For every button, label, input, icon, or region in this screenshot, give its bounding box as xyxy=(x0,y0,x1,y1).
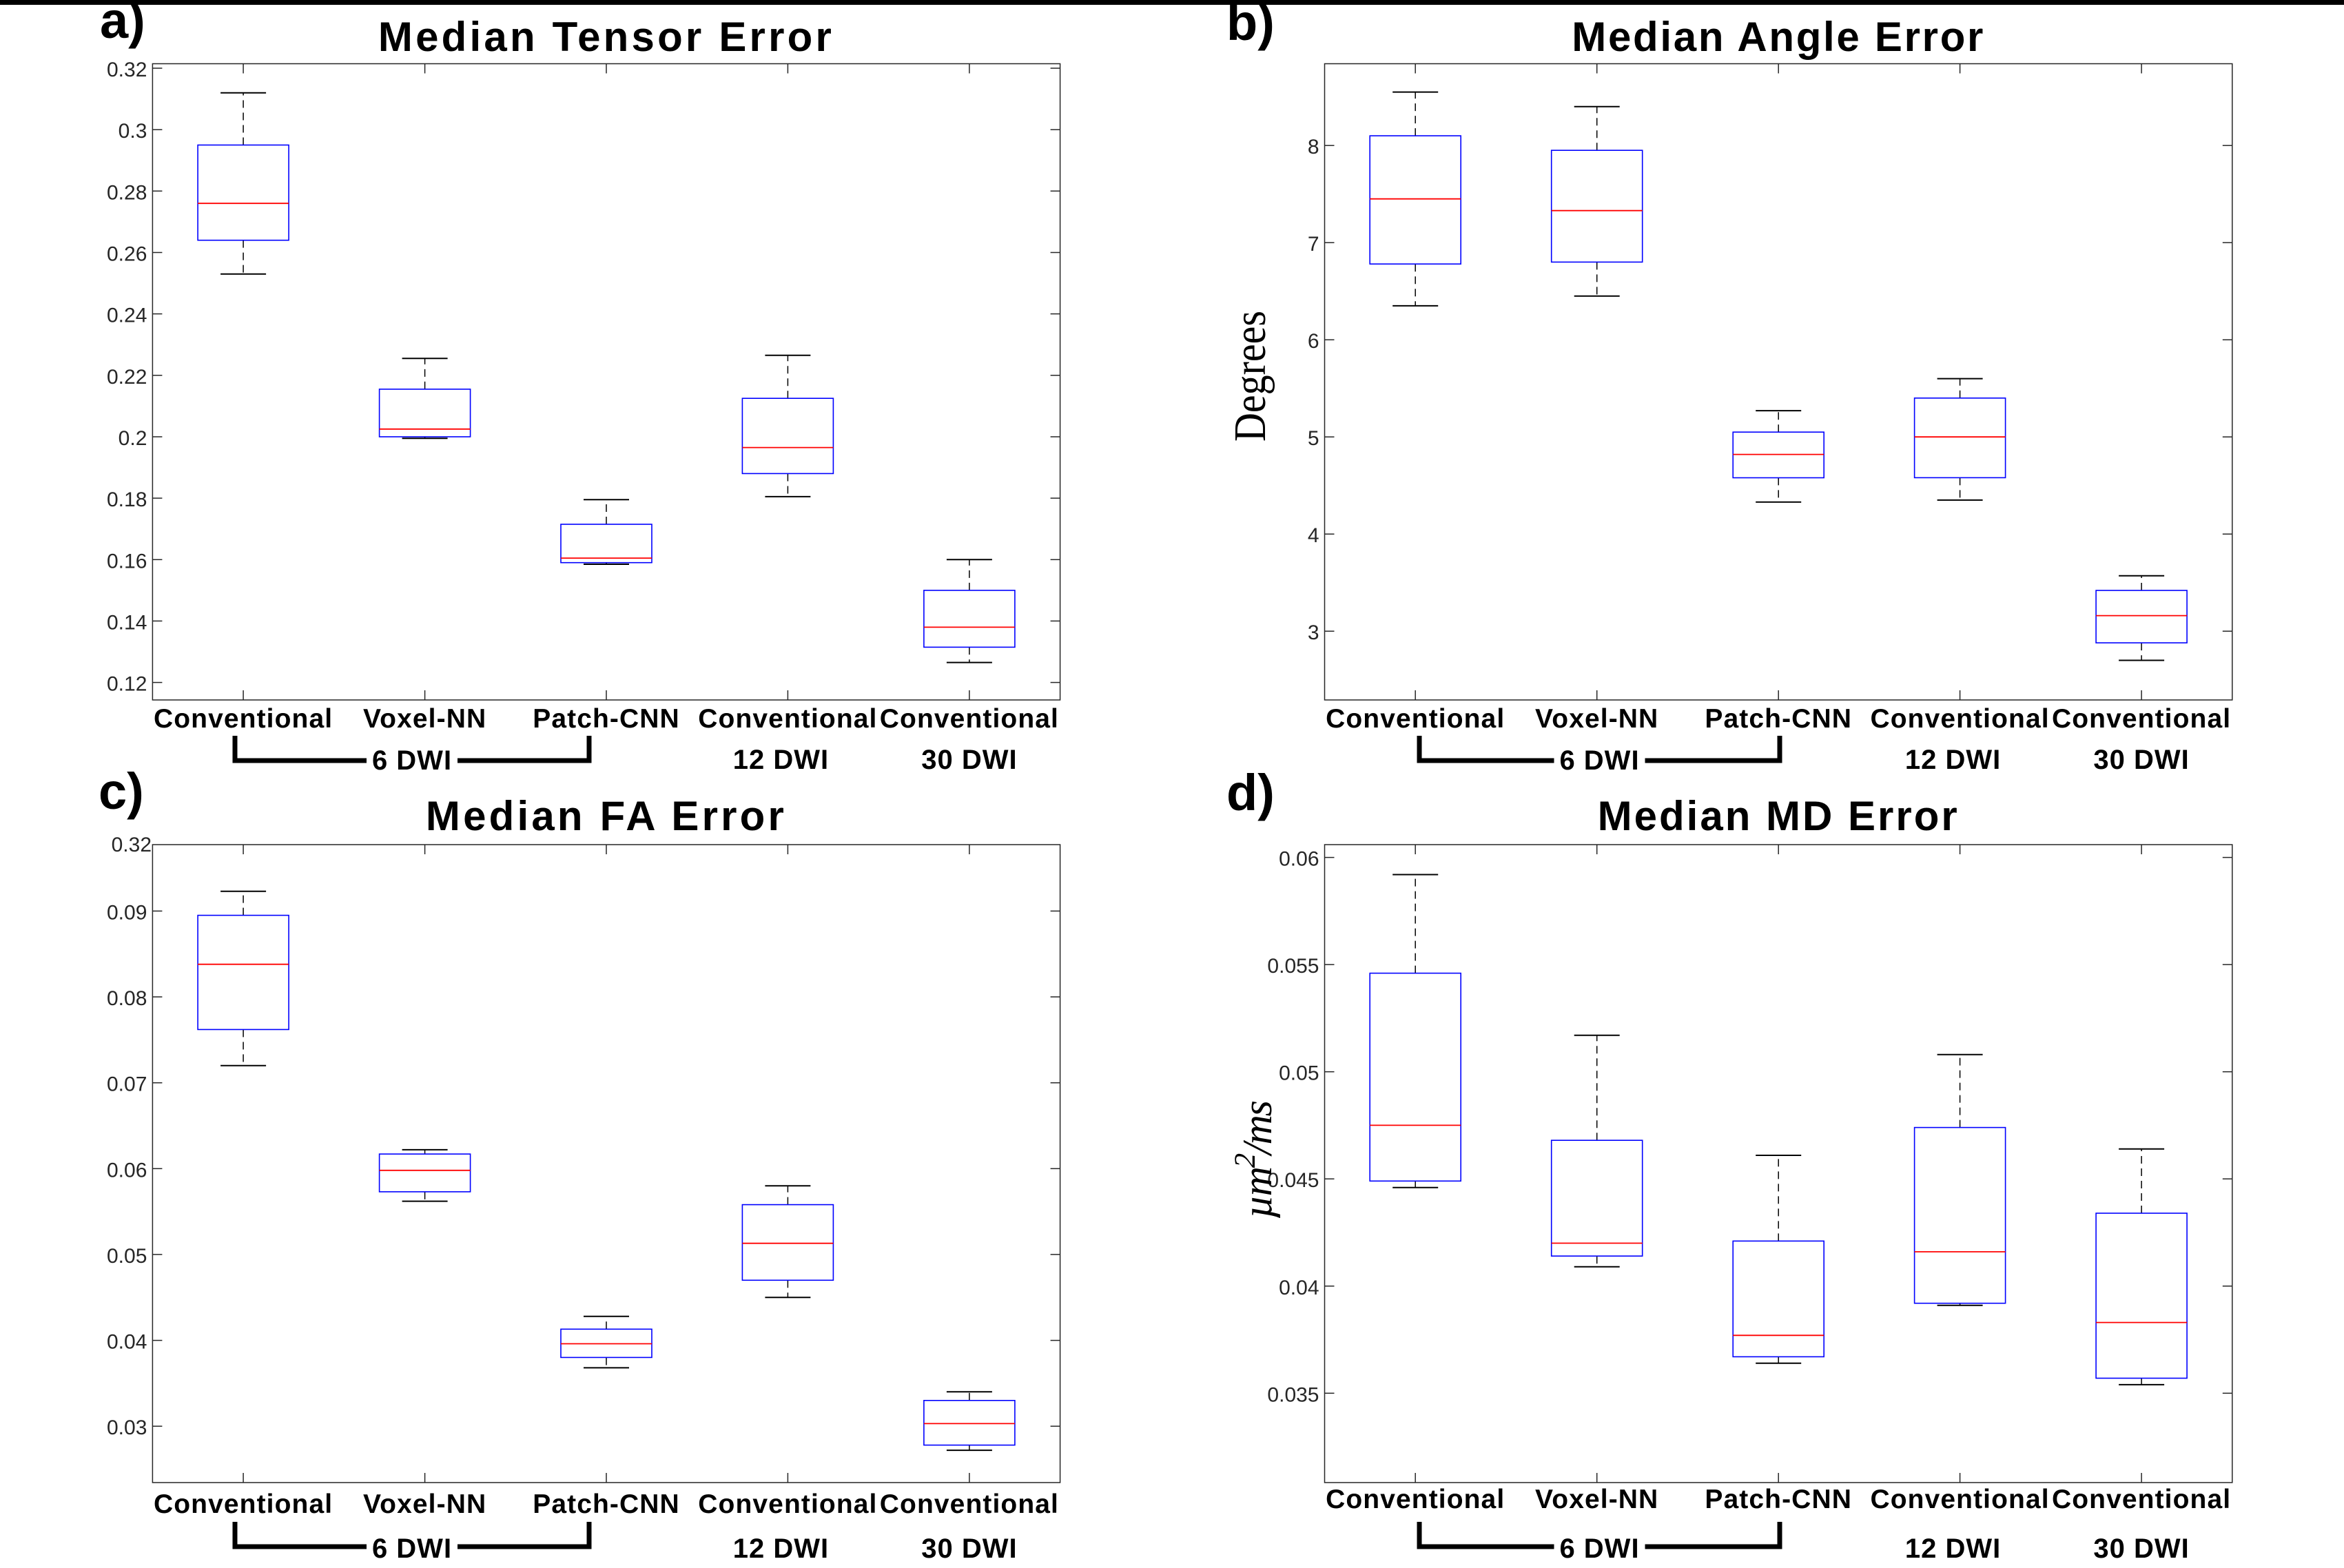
svg-text:0.28: 0.28 xyxy=(107,181,147,204)
svg-text:Conventional: Conventional xyxy=(880,1489,1059,1519)
svg-text:Conventional: Conventional xyxy=(2052,1485,2231,1514)
svg-text:Conventional: Conventional xyxy=(2052,704,2231,734)
svg-text:4: 4 xyxy=(1308,524,1319,547)
svg-text:0.26: 0.26 xyxy=(107,243,147,266)
svg-text:0.035: 0.035 xyxy=(1267,1383,1319,1406)
svg-text:Conventional: Conventional xyxy=(1870,704,2049,734)
svg-text:Patch-CNN: Patch-CNN xyxy=(533,1489,680,1519)
svg-text:Voxel-NN: Voxel-NN xyxy=(363,1489,486,1519)
svg-text:0.22: 0.22 xyxy=(107,366,147,389)
svg-text:8: 8 xyxy=(1308,136,1319,158)
svg-text:Median FA Error: Median FA Error xyxy=(426,793,787,839)
svg-text:a): a) xyxy=(100,0,145,49)
svg-text:0.05: 0.05 xyxy=(1279,1062,1319,1085)
svg-text:12 DWI: 12 DWI xyxy=(733,1534,829,1564)
svg-text:0.06: 0.06 xyxy=(1279,848,1319,871)
svg-text:5: 5 xyxy=(1308,427,1319,450)
svg-text:0.12: 0.12 xyxy=(107,673,147,696)
svg-text:0.045: 0.045 xyxy=(1267,1169,1319,1192)
svg-text:0.2: 0.2 xyxy=(119,427,147,450)
svg-text:0.04: 0.04 xyxy=(107,1331,147,1354)
svg-text:0.32: 0.32 xyxy=(107,59,147,81)
svg-text:0.14: 0.14 xyxy=(107,611,147,634)
svg-text:Conventional: Conventional xyxy=(154,704,333,734)
svg-text:0.05: 0.05 xyxy=(107,1245,147,1268)
svg-text:6: 6 xyxy=(1308,330,1319,353)
svg-text:6 DWI: 6 DWI xyxy=(1559,745,1639,776)
svg-text:Voxel-NN: Voxel-NN xyxy=(1535,704,1658,734)
svg-text:Conventional: Conventional xyxy=(154,1489,333,1519)
svg-text:Conventional: Conventional xyxy=(1326,1485,1505,1514)
svg-text:0.18: 0.18 xyxy=(107,488,147,511)
svg-text:Median MD Error: Median MD Error xyxy=(1598,793,1960,839)
svg-text:30 DWI: 30 DWI xyxy=(921,745,1017,775)
svg-text:Patch-CNN: Patch-CNN xyxy=(1705,704,1852,734)
svg-text:Conventional: Conventional xyxy=(1870,1485,2049,1514)
svg-text:d): d) xyxy=(1226,764,1275,821)
svg-text:7: 7 xyxy=(1308,233,1319,256)
svg-text:Patch-CNN: Patch-CNN xyxy=(1705,1485,1852,1514)
svg-text:Degrees: Degrees xyxy=(1225,311,1275,442)
svg-text:Conventional: Conventional xyxy=(698,1489,877,1519)
svg-text:Voxel-NN: Voxel-NN xyxy=(363,704,486,734)
svg-text:0.06: 0.06 xyxy=(107,1159,147,1182)
svg-text:Patch-CNN: Patch-CNN xyxy=(533,704,680,734)
svg-text:Voxel-NN: Voxel-NN xyxy=(1535,1485,1658,1514)
svg-text:12 DWI: 12 DWI xyxy=(733,745,829,775)
svg-text:0.16: 0.16 xyxy=(107,550,147,572)
svg-text:30 DWI: 30 DWI xyxy=(2093,1534,2189,1564)
svg-text:6 DWI: 6 DWI xyxy=(372,745,452,776)
svg-text:30 DWI: 30 DWI xyxy=(2093,745,2189,775)
svg-text:0.03: 0.03 xyxy=(107,1416,147,1439)
svg-text:0.24: 0.24 xyxy=(107,305,147,327)
svg-text:6 DWI: 6 DWI xyxy=(372,1534,452,1564)
svg-text:3: 3 xyxy=(1308,621,1319,644)
svg-text:0.04: 0.04 xyxy=(1279,1277,1319,1299)
svg-text:Conventional: Conventional xyxy=(698,704,877,734)
svg-text:Median Tensor Error: Median Tensor Error xyxy=(378,14,834,60)
svg-text:0.09: 0.09 xyxy=(107,901,147,924)
svg-text:Conventional: Conventional xyxy=(1326,704,1505,734)
svg-text:6 DWI: 6 DWI xyxy=(1559,1534,1639,1564)
svg-text:b): b) xyxy=(1226,0,1275,51)
svg-text:0.3: 0.3 xyxy=(119,120,147,143)
svg-text:Conventional: Conventional xyxy=(880,704,1059,734)
svg-text:30 DWI: 30 DWI xyxy=(921,1534,1017,1564)
svg-text:0.07: 0.07 xyxy=(107,1073,147,1096)
svg-text:0.08: 0.08 xyxy=(107,987,147,1010)
svg-text:12 DWI: 12 DWI xyxy=(1905,1534,2001,1564)
svg-text:12 DWI: 12 DWI xyxy=(1905,745,2001,775)
svg-text:0.055: 0.055 xyxy=(1267,955,1319,978)
svg-text:Median Angle Error: Median Angle Error xyxy=(1572,14,1985,60)
svg-text:c): c) xyxy=(99,763,144,820)
svg-text:0.32: 0.32 xyxy=(112,834,152,856)
